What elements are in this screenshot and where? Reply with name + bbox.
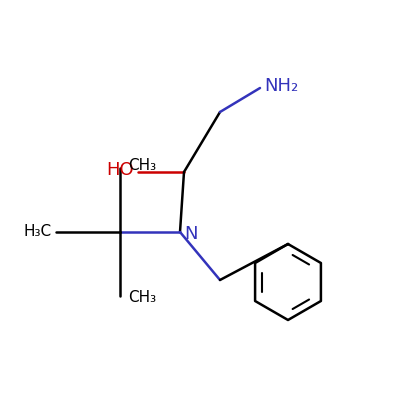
Text: CH₃: CH₃	[128, 290, 156, 306]
Text: NH₂: NH₂	[264, 77, 298, 95]
Text: H₃C: H₃C	[24, 224, 52, 240]
Text: N: N	[184, 225, 198, 243]
Text: CH₃: CH₃	[128, 158, 156, 174]
Text: HO: HO	[106, 161, 134, 179]
